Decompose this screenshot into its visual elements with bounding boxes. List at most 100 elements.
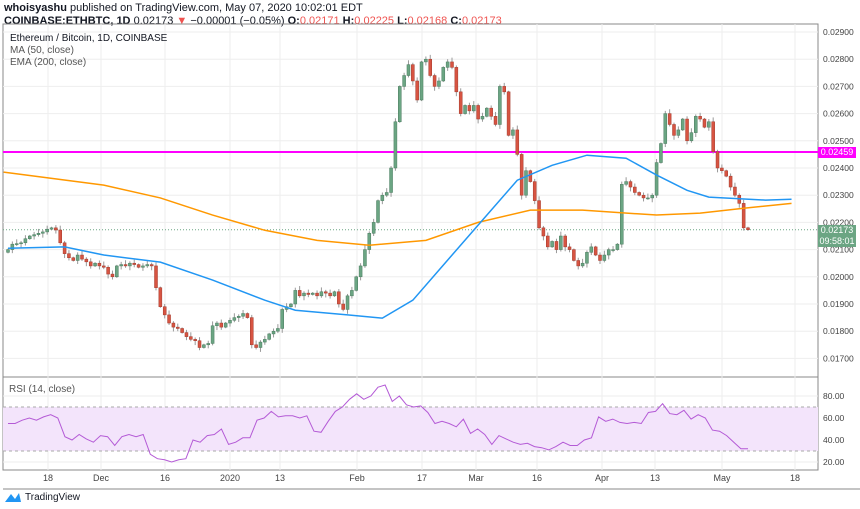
candle-down — [720, 167, 724, 171]
price-tick-label: 0.01900 — [823, 299, 854, 309]
candle-up — [371, 222, 376, 234]
candle-up — [223, 322, 228, 328]
price-tick-label: 0.02200 — [823, 217, 854, 227]
candle-up — [654, 162, 659, 196]
candle-down — [337, 291, 341, 305]
candle-down — [537, 200, 541, 229]
candle-down — [450, 61, 454, 68]
candle-down — [167, 314, 171, 324]
candle-up — [445, 61, 450, 68]
candle-down — [454, 67, 459, 93]
candle-up — [402, 75, 406, 87]
time-tick-label: Feb — [349, 473, 365, 483]
candle-down — [467, 105, 472, 112]
ema-legend[interactable]: EMA (200, close) — [10, 57, 87, 68]
candle-down — [341, 303, 345, 310]
candle-down — [502, 86, 506, 93]
time-tick-label: 13 — [275, 473, 285, 483]
candle-up — [624, 181, 628, 185]
ema200-line — [3, 171, 792, 247]
candle-down — [250, 317, 254, 346]
candle-up — [258, 341, 263, 348]
candle-up — [389, 167, 393, 193]
high-label: H: — [342, 15, 355, 27]
candle-up — [659, 143, 663, 163]
rsi-legend[interactable]: RSI (14, close) — [9, 384, 76, 395]
candle-down — [162, 306, 167, 316]
candle-up — [689, 132, 694, 142]
author[interactable]: whoisyashu — [4, 2, 67, 14]
candle-up — [93, 262, 97, 267]
candle-down — [324, 291, 328, 294]
candle-down — [728, 175, 733, 188]
candle-down — [193, 339, 197, 341]
candle-up — [676, 129, 681, 136]
candle-down — [628, 181, 633, 188]
candle-down — [667, 113, 672, 125]
brand-name: TradingView — [25, 491, 81, 503]
candle-up — [354, 276, 358, 291]
candle-down — [84, 258, 89, 263]
candle-up — [694, 116, 698, 133]
candle-down — [54, 227, 58, 231]
candle-up — [271, 330, 276, 335]
bar-countdown: 09:58:01 — [818, 236, 856, 247]
candle-up — [23, 238, 28, 244]
candle-down — [476, 105, 480, 120]
time-tick-label: 13 — [650, 473, 660, 483]
candle-down — [554, 241, 559, 250]
candle-up — [210, 325, 215, 344]
time-tick-label: 2020 — [220, 473, 240, 483]
down-arrow-icon: ▼ — [176, 15, 188, 27]
candle-up — [480, 116, 485, 120]
candle-up — [393, 121, 398, 169]
time-tick-label: 16 — [160, 473, 170, 483]
candle-down — [415, 80, 419, 101]
ma50-line — [7, 154, 792, 319]
candle-down — [715, 151, 720, 169]
candle-down — [171, 322, 176, 328]
candle-down — [546, 235, 550, 248]
price-tick-label: 0.02400 — [823, 163, 854, 173]
candle-up — [236, 315, 241, 318]
price-tick-label: 0.02100 — [823, 245, 854, 255]
candle-down — [576, 260, 580, 267]
price-tick-label: 0.01700 — [823, 353, 854, 363]
candle-down — [711, 121, 715, 152]
time-tick-label: May — [713, 473, 731, 483]
candle-down — [724, 170, 728, 177]
price-tick-label: 0.01800 — [823, 326, 854, 336]
candle-up — [380, 194, 385, 201]
candle-up — [10, 243, 15, 250]
ma-legend[interactable]: MA (50, close) — [10, 45, 74, 56]
candle-up — [424, 58, 428, 63]
candle-down — [297, 290, 302, 297]
candle-up — [615, 243, 620, 250]
candle-down — [733, 186, 737, 196]
price-tick-label: 0.02900 — [823, 27, 854, 37]
rsi-tick-label: 80.00 — [823, 391, 845, 401]
candle-up — [650, 194, 654, 199]
candle-down — [672, 124, 676, 136]
time-tick-label: 18 — [43, 473, 53, 483]
tradingview-logo-icon — [5, 493, 21, 502]
candle-up — [559, 235, 563, 250]
candle-up — [232, 317, 237, 321]
candle-up — [398, 86, 402, 123]
candle-up — [611, 249, 615, 251]
candle-down — [189, 336, 193, 340]
candle-up — [707, 121, 711, 128]
candle-up — [406, 64, 411, 76]
price-tick-label: 0.02000 — [823, 272, 854, 282]
candle-down — [62, 242, 67, 254]
candle-up — [276, 328, 280, 332]
candle-up — [498, 86, 502, 125]
candle-down — [532, 181, 537, 201]
tradingview-logo[interactable]: TradingView — [4, 491, 80, 503]
candle-up — [128, 262, 132, 267]
candle-down — [58, 229, 62, 244]
candle-down — [149, 264, 154, 267]
candle-down — [219, 322, 224, 328]
candle-up — [41, 231, 45, 234]
